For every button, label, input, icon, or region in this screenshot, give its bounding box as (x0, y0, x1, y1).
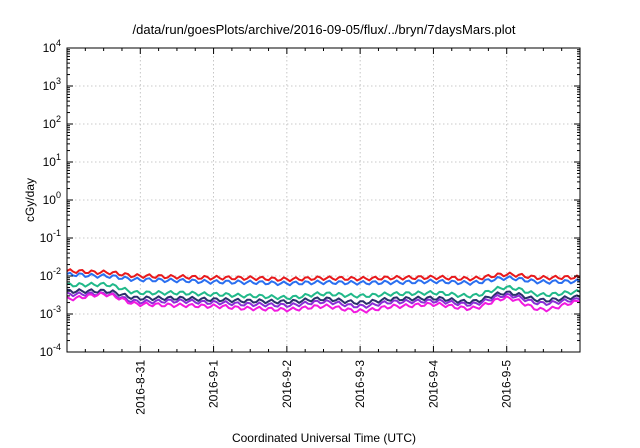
y-tick-label-base: 10 (40, 307, 54, 321)
x-tick-label: 2016-9-1 (207, 360, 221, 408)
y-tick-label: 10-2 (40, 266, 61, 283)
y-tick-label-base: 10 (43, 79, 57, 93)
y-tick-label-base: 10 (40, 231, 54, 245)
x-tick-label: 2016-9-2 (280, 360, 294, 408)
y-tick-label-exponent: -3 (53, 304, 61, 314)
y-tick-label-exponent: -1 (53, 228, 61, 238)
y-tick-label-base: 10 (43, 193, 57, 207)
y-tick-label: 102 (43, 114, 61, 131)
y-tick-label-exponent: 1 (56, 152, 61, 162)
y-tick-label-exponent: 4 (56, 38, 61, 48)
y-tick-label-exponent: -2 (53, 266, 61, 276)
y-tick-label: 10-1 (40, 228, 61, 245)
series-line-1 (66, 268, 581, 283)
y-tick-label: 103 (43, 76, 61, 93)
series-line-3 (66, 281, 581, 301)
series-line-2 (66, 271, 581, 287)
x-tick-label: 2016-9-4 (426, 360, 440, 408)
y-tick-label-base: 10 (43, 155, 57, 169)
chart-title: /data/run/goesPlots/archive/2016-09-05/f… (133, 22, 516, 37)
series-layer (66, 268, 581, 314)
x-tick-label: 2016-9-5 (500, 360, 514, 408)
y-tick-label-base: 10 (40, 269, 54, 283)
y-tick-label-base: 10 (40, 345, 54, 359)
x-tick-label: 2016-8-31 (133, 360, 147, 415)
tick-layer: 10-410-310-210-11001011021031042016-8-31… (40, 38, 580, 415)
series-line-4 (66, 288, 581, 306)
y-tick-label: 100 (43, 190, 61, 207)
y-tick-label-base: 10 (43, 41, 57, 55)
y-tick-label: 10-3 (40, 304, 61, 321)
y-axis-label: cGy/day (23, 178, 37, 222)
x-axis-label: Coordinated Universal Time (UTC) (232, 431, 416, 445)
y-tick-label-exponent: 0 (56, 190, 61, 200)
y-tick-label-exponent: 2 (56, 114, 61, 124)
series-line-6 (66, 291, 581, 314)
y-tick-label-base: 10 (43, 117, 57, 131)
y-tick-label-exponent: -4 (53, 342, 61, 352)
y-tick-label-exponent: 3 (56, 76, 61, 86)
y-tick-label: 10-4 (40, 342, 61, 359)
grid-layer (67, 48, 580, 352)
series-line-5 (66, 291, 581, 309)
y-tick-label: 104 (43, 38, 61, 55)
y-tick-label: 101 (43, 152, 61, 169)
x-tick-label: 2016-9-3 (353, 360, 367, 408)
